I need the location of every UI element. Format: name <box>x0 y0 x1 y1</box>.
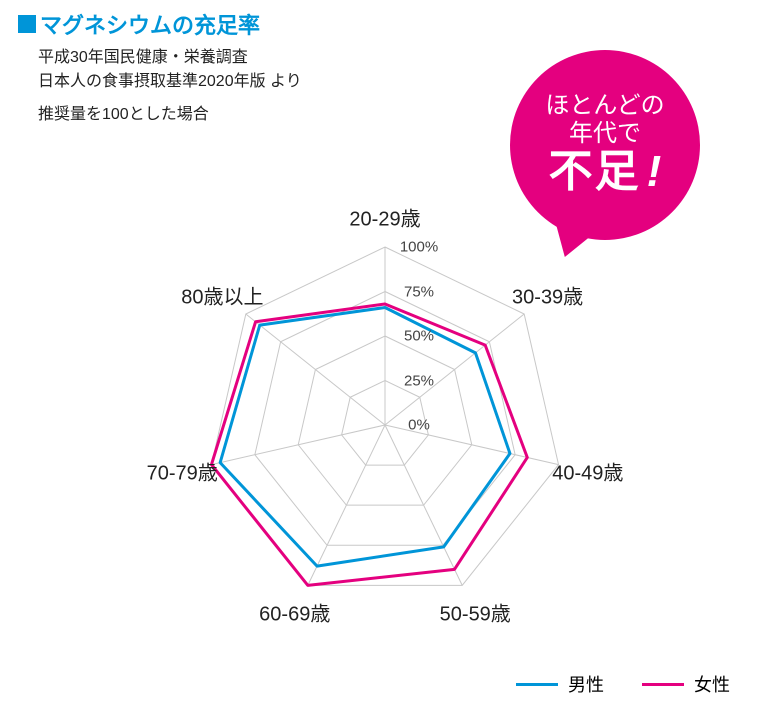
title-square-icon <box>18 15 36 33</box>
subtitle-line2: 日本人の食事摂取基準2020年版 より <box>38 73 302 90</box>
legend-item: 男性 <box>516 671 604 697</box>
legend-label: 男性 <box>568 671 604 697</box>
legend-swatch-icon <box>642 683 684 686</box>
legend-item: 女性 <box>642 671 730 697</box>
ring-label: 50% <box>404 328 434 345</box>
axis-label: 70-79歳 <box>147 457 218 486</box>
series-女性 <box>211 304 527 585</box>
callout-bubble: ほとんどの 年代で 不足 ! <box>510 50 700 240</box>
axis-label: 20-29歳 <box>349 203 420 232</box>
legend: 男性 女性 <box>516 671 730 697</box>
subtitle-line1: 平成30年国民健康・栄養調査 <box>38 49 248 66</box>
axis-label: 40-49歳 <box>552 457 623 486</box>
callout-line2: 年代で <box>569 120 641 148</box>
legend-label: 女性 <box>694 671 730 697</box>
axis-label: 60-69歳 <box>259 598 330 627</box>
legend-swatch-icon <box>516 683 558 686</box>
axis-label: 80歳以上 <box>181 281 263 310</box>
ring-label: 75% <box>404 283 434 300</box>
callout-exclaim: ! <box>647 147 662 198</box>
axis-label: 30-39歳 <box>512 281 583 310</box>
callout-big: 不足 <box>549 147 641 198</box>
callout-line1: ほとんどの <box>545 92 664 120</box>
ring-label: 0% <box>408 417 430 434</box>
axis-label: 50-59歳 <box>440 598 511 627</box>
ring-label: 25% <box>404 372 434 389</box>
series-男性 <box>220 308 510 567</box>
ring-label: 100% <box>400 239 438 256</box>
title-row: マグネシウムの充足率 <box>18 8 750 40</box>
page-title: マグネシウムの充足率 <box>40 8 260 40</box>
